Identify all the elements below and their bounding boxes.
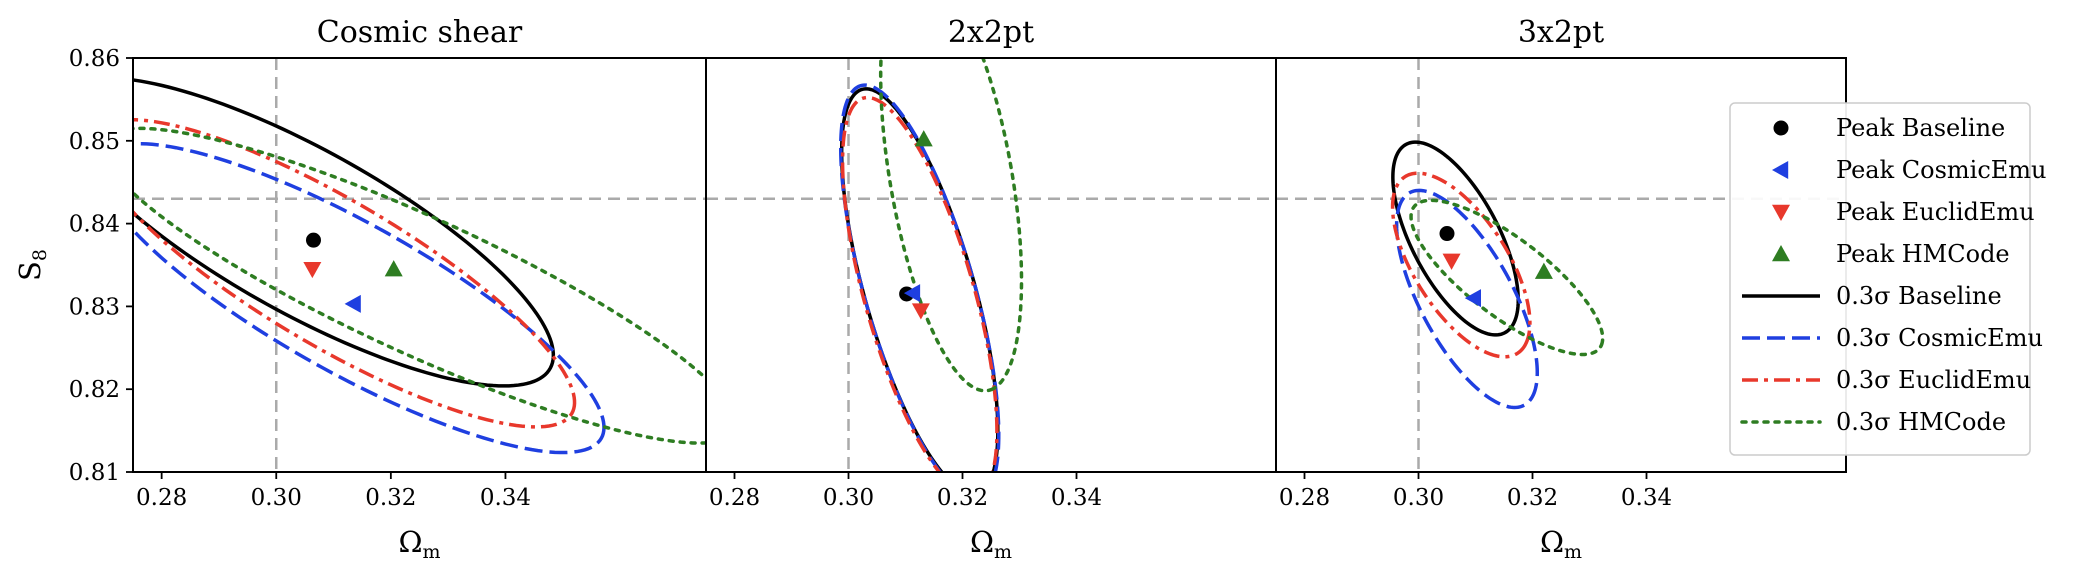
legend-label: Peak HMCode: [1836, 240, 2010, 268]
legend-entry: 0.3σ CosmicEmu: [1742, 324, 2043, 352]
peak-hmcode: [384, 260, 403, 277]
plot-area: [133, 58, 706, 472]
contour-cosmicemu: [133, 141, 606, 455]
x-tick-label: 0.28: [709, 485, 760, 511]
x-axis-label: Ωm: [970, 525, 1012, 563]
x-tick-label: 0.32: [1507, 485, 1558, 511]
x-tick-label: 0.28: [136, 485, 187, 511]
legend-label: 0.3σ Baseline: [1836, 282, 2002, 310]
x-axis-label: Ωm: [1540, 525, 1582, 563]
y-tick-label: 0.81: [69, 460, 120, 486]
legend-label: 0.3σ HMCode: [1836, 408, 2006, 436]
peak-cosmicemu: [1464, 289, 1481, 308]
peak-hmcode: [914, 130, 933, 147]
panel-1: Cosmic shear 0.28 0.30 0.32 0.34 0.81 0.82 0.83…: [13, 15, 707, 563]
contour-hmcode: [1409, 198, 1605, 357]
x-tick-label: 0.32: [365, 485, 416, 511]
panel-2: 2x2pt 0.28 0.30 0.32 0.34 Ωm: [705, 15, 1277, 563]
x-tick-label: 0.28: [1279, 485, 1330, 511]
contour-cosmicemu: [1394, 188, 1540, 410]
panel-frame: [705, 57, 1277, 473]
panel-title: 2x2pt: [948, 15, 1034, 50]
legend-label: Peak Baseline: [1836, 114, 2005, 142]
plot-area: [706, 58, 1276, 472]
contour-euclidemu: [840, 95, 999, 472]
panel-title: 3x2pt: [1518, 15, 1604, 50]
x-tick-label: 0.34: [480, 485, 531, 511]
legend-entry: Peak HMCode: [1772, 240, 2010, 268]
legend-marker: [1773, 120, 1789, 136]
x-tick-label: 0.30: [1393, 485, 1444, 511]
legend-entry: Peak EuclidEmu: [1772, 198, 2035, 226]
y-axis-label: S8: [13, 249, 51, 281]
peak-cosmicemu: [903, 284, 921, 303]
y-tick-label: 0.84: [69, 212, 120, 238]
panel-title: Cosmic shear: [317, 15, 523, 50]
legend-box: [1729, 102, 2031, 456]
legend-label: 0.3σ CosmicEmu: [1836, 324, 2043, 352]
peak-cosmicemu: [344, 294, 361, 313]
legend: Peak Baseline Peak CosmicEmu Peak EuclidEm…: [1729, 102, 2047, 456]
x-tick-label: 0.34: [1621, 485, 1672, 511]
contour-baseline: [1391, 140, 1520, 337]
legend-entry: 0.3σ HMCode: [1740, 408, 2006, 436]
contour-euclidemu: [133, 117, 577, 429]
peak-euclidemu: [911, 303, 930, 320]
legend-label: 0.3σ EuclidEmu: [1836, 366, 2031, 394]
peak-euclidemu: [303, 261, 322, 279]
peak-hmcode: [1534, 262, 1553, 279]
x-tick-label: 0.32: [937, 485, 988, 511]
legend-marker: [1772, 161, 1789, 179]
y-tick-label: 0.85: [69, 129, 120, 155]
legend-entry: 0.3σ EuclidEmu: [1742, 366, 2031, 394]
legend-label: Peak CosmicEmu: [1836, 156, 2047, 184]
panels-layer: Cosmic shear 0.28 0.30 0.32 0.34 0.81 0.82 0.83…: [13, 15, 1847, 563]
peak-euclidemu: [1442, 253, 1461, 270]
legend-entry: Peak CosmicEmu: [1772, 156, 2047, 184]
legend-entry: Peak Baseline: [1773, 114, 2005, 142]
y-tick-label: 0.86: [69, 46, 120, 72]
peak-baseline: [1439, 226, 1455, 242]
peak-baseline: [305, 232, 321, 248]
legend-entry: 0.3σ Baseline: [1742, 282, 2002, 310]
x-axis-label: Ωm: [398, 525, 440, 563]
x-tick-label: 0.30: [251, 485, 302, 511]
contour-hmcode: [133, 126, 706, 445]
contour-euclidemu: [1390, 171, 1532, 359]
legend-marker: [1772, 245, 1790, 262]
x-tick-label: 0.30: [823, 485, 874, 511]
y-tick-label: 0.83: [69, 294, 120, 320]
panel-frame: [132, 57, 707, 473]
legend-label: Peak EuclidEmu: [1836, 198, 2035, 226]
x-tick-label: 0.34: [1051, 485, 1102, 511]
legend-marker: [1772, 204, 1790, 221]
y-tick-label: 0.82: [69, 377, 120, 403]
contour-baseline: [133, 78, 556, 388]
